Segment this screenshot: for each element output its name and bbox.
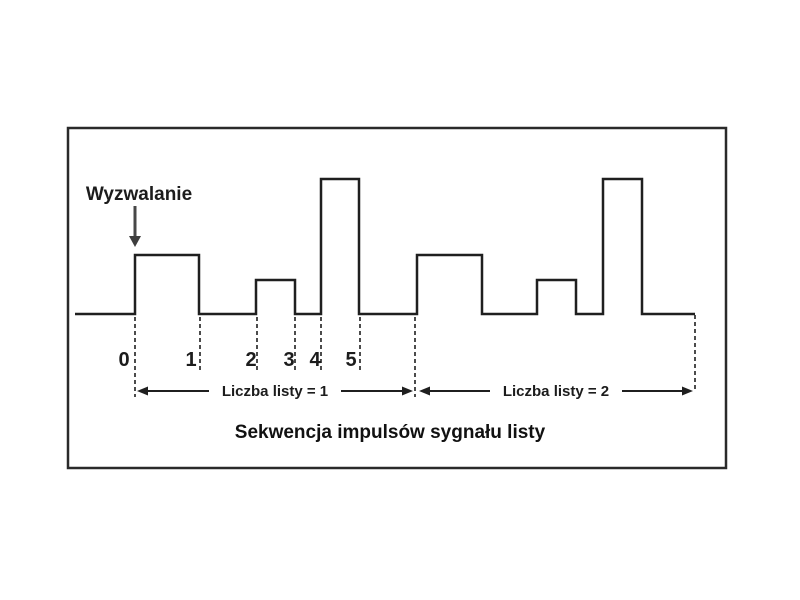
tick-label-5: 5	[345, 349, 356, 371]
tick-label-0: 0	[118, 349, 129, 371]
interval-label: Liczba listy = 1	[222, 383, 328, 400]
dashed-guides	[134, 315, 696, 397]
trigger-annotation: Wyzwalanie	[86, 184, 192, 247]
interval-1: Liczba listy = 1	[137, 383, 413, 400]
left-arrowhead-icon	[137, 386, 148, 396]
tick-label-4: 4	[309, 349, 321, 371]
right-arrowhead-icon	[402, 386, 413, 396]
interval-label: Liczba listy = 2	[503, 383, 609, 400]
diagram-frame	[66, 126, 728, 470]
left-arrowhead-icon	[419, 386, 430, 396]
trigger-arrowhead-icon	[129, 236, 141, 247]
right-arrowhead-icon	[682, 386, 693, 396]
waveform-path	[75, 177, 695, 316]
tick-label-1: 1	[185, 349, 196, 371]
interval-arrows: Liczba listy = 1 Liczba listy = 2	[137, 383, 693, 400]
diagram-title: Sekwencja impulsów sygnału listy	[235, 422, 546, 443]
trigger-label: Wyzwalanie	[86, 184, 192, 205]
waveform	[75, 177, 695, 316]
tick-label-2: 2	[245, 349, 256, 371]
interval-2: Liczba listy = 2	[419, 383, 693, 400]
tick-label-3: 3	[283, 349, 294, 371]
